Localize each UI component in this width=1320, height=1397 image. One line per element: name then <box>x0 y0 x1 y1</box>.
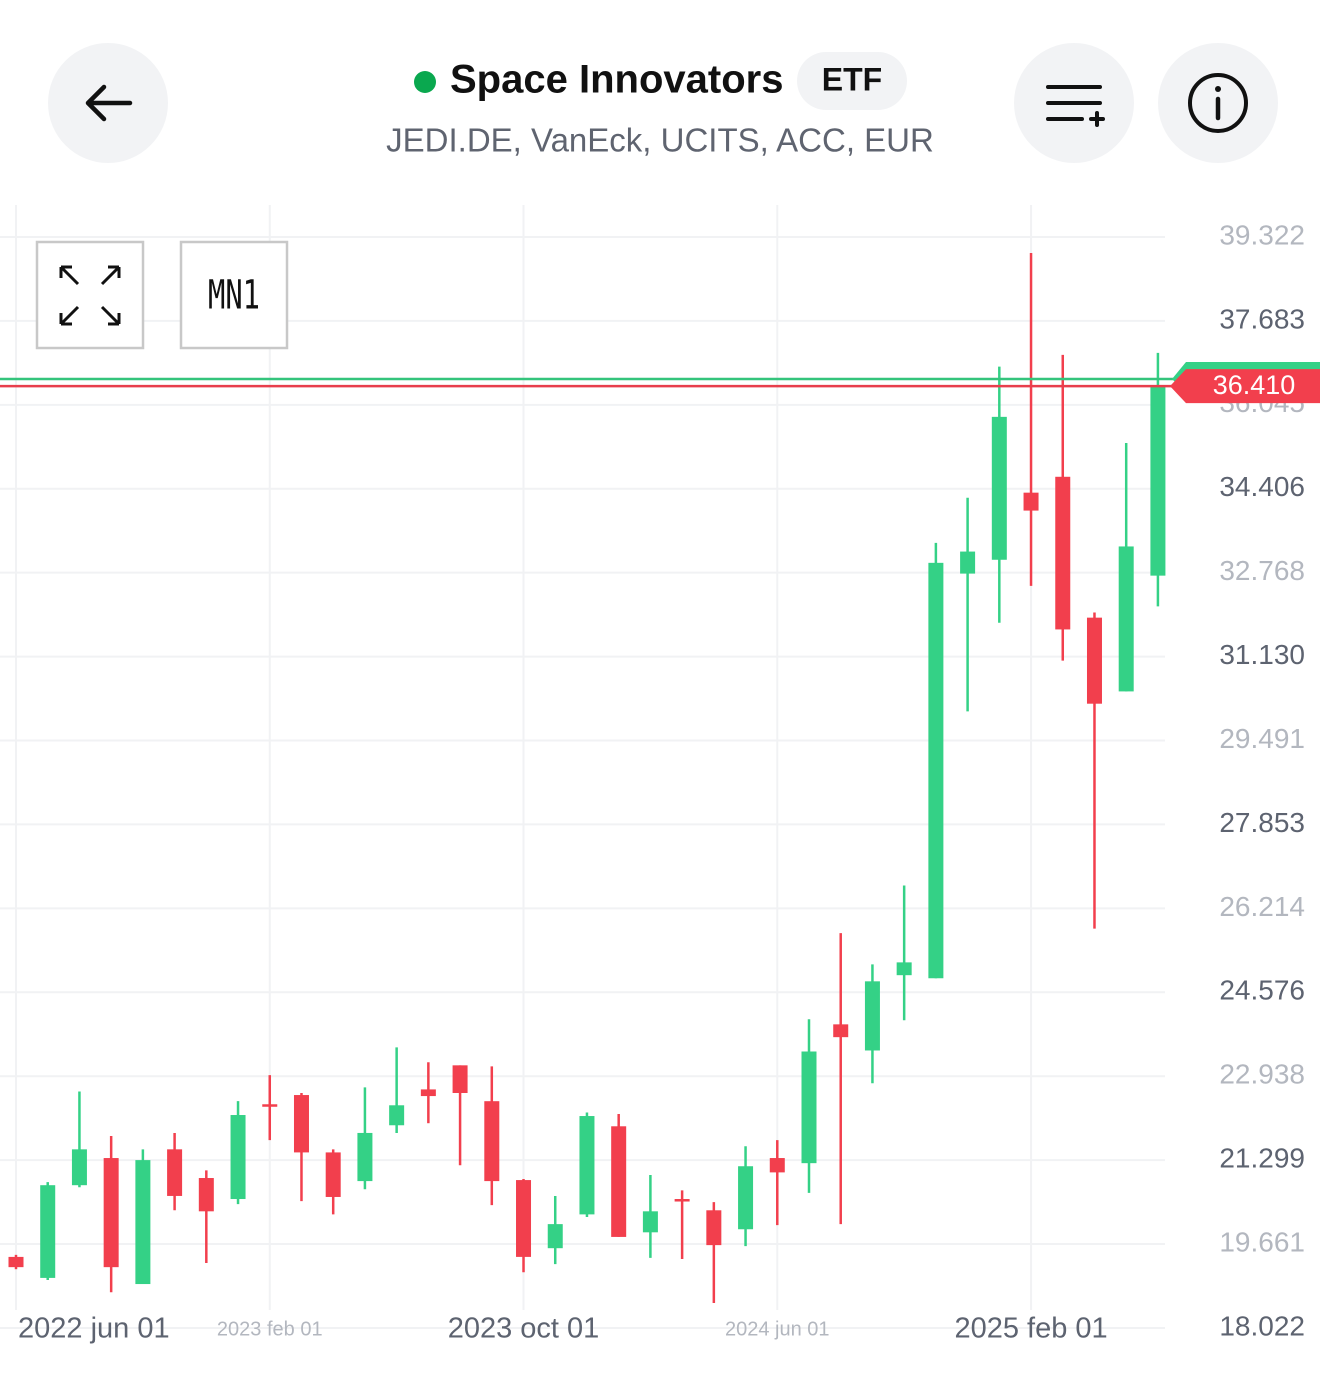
y-tick-label: 18.022 <box>1219 1310 1305 1341</box>
candle-body <box>833 1024 849 1038</box>
info-button[interactable] <box>1158 43 1278 163</box>
x-tick-label: 2025 feb 01 <box>954 1313 1107 1345</box>
candle-body <box>769 1158 785 1173</box>
candle-body <box>230 1115 246 1200</box>
expand-icon[interactable] <box>59 265 121 326</box>
y-tick-label: 34.406 <box>1219 471 1305 502</box>
y-tick-label: 22.938 <box>1219 1059 1305 1090</box>
candle-body <box>8 1256 24 1268</box>
status-dot <box>414 71 436 93</box>
y-tick-label: 37.683 <box>1219 303 1305 334</box>
expand-button[interactable] <box>35 240 145 350</box>
y-tick-label: 21.299 <box>1219 1143 1305 1174</box>
candle-body <box>167 1149 183 1196</box>
add-list-button[interactable] <box>1014 43 1134 163</box>
candle-body <box>1055 476 1071 630</box>
candle-body <box>452 1065 468 1093</box>
x-tick-label: 2023 feb 01 <box>217 1318 323 1340</box>
candle-body <box>1086 617 1102 704</box>
candle-body <box>1118 546 1134 692</box>
last-price-tag <box>1170 369 1320 404</box>
candle-body <box>357 1132 373 1182</box>
candle-body <box>706 1210 722 1246</box>
info-icon[interactable] <box>1188 73 1248 133</box>
info-icon-dot[interactable] <box>1215 86 1221 92</box>
candle-body <box>928 562 944 979</box>
candle-body <box>420 1089 436 1097</box>
candle-body <box>40 1185 56 1278</box>
x-tick-label: 2024 jun 01 <box>725 1318 830 1340</box>
candle-body <box>579 1116 595 1215</box>
candle-body <box>135 1160 151 1285</box>
candle-body <box>1023 492 1039 511</box>
x-tick-label: 2023 oct 01 <box>448 1313 600 1345</box>
timeframe-button[interactable]: MN1 <box>179 240 289 350</box>
candle-body <box>801 1051 817 1164</box>
subtitle: JEDI.DE, VanEck, UCITS, ACC, EUR <box>386 122 934 159</box>
back-arrow-icon[interactable] <box>85 84 133 122</box>
badge-bg <box>797 52 907 110</box>
candle-body <box>198 1178 214 1212</box>
candle-body <box>547 1224 563 1249</box>
y-tick-label: 31.130 <box>1219 639 1305 670</box>
back-button[interactable] <box>48 43 168 163</box>
plot: 39.32237.68336.04534.40632.76831.13029.4… <box>0 205 1320 1345</box>
candle-body <box>674 1199 690 1202</box>
candle-body <box>991 416 1007 560</box>
candle-body <box>738 1166 754 1230</box>
candle-body <box>293 1095 309 1153</box>
candle-body <box>896 962 912 976</box>
badge: ETF <box>822 61 882 97</box>
y-tick-label: 27.853 <box>1219 807 1305 838</box>
y-tick-label: 26.214 <box>1219 891 1305 922</box>
y-tick-label: 32.768 <box>1219 555 1305 586</box>
x-tick-label: 2022 jun 01 <box>18 1313 170 1345</box>
timeframe[interactable]: MN1 <box>208 273 260 319</box>
candle-body <box>960 551 976 574</box>
candle-body <box>262 1104 278 1107</box>
candle-body <box>325 1152 341 1197</box>
y-tick-label: 39.322 <box>1219 219 1305 250</box>
candle-body <box>103 1158 119 1268</box>
add-list-icon[interactable] <box>1046 85 1105 127</box>
candle-body <box>516 1180 532 1257</box>
expand-box[interactable] <box>35 240 145 350</box>
instrument-title: Space Innovators <box>450 58 783 102</box>
candle-body <box>611 1126 627 1237</box>
timeframe-box[interactable] <box>179 240 289 350</box>
candle-body <box>389 1105 405 1126</box>
candle-body <box>71 1149 87 1186</box>
candle-body <box>1150 385 1166 576</box>
last-price-label: 36.410 <box>1213 370 1296 400</box>
candle-body <box>642 1211 658 1233</box>
y-tick-label: 29.491 <box>1219 723 1305 754</box>
candle-body <box>864 981 880 1051</box>
candle-body <box>484 1101 500 1182</box>
y-tick-label: 19.661 <box>1219 1226 1305 1257</box>
y-tick-label: 24.576 <box>1219 975 1305 1006</box>
